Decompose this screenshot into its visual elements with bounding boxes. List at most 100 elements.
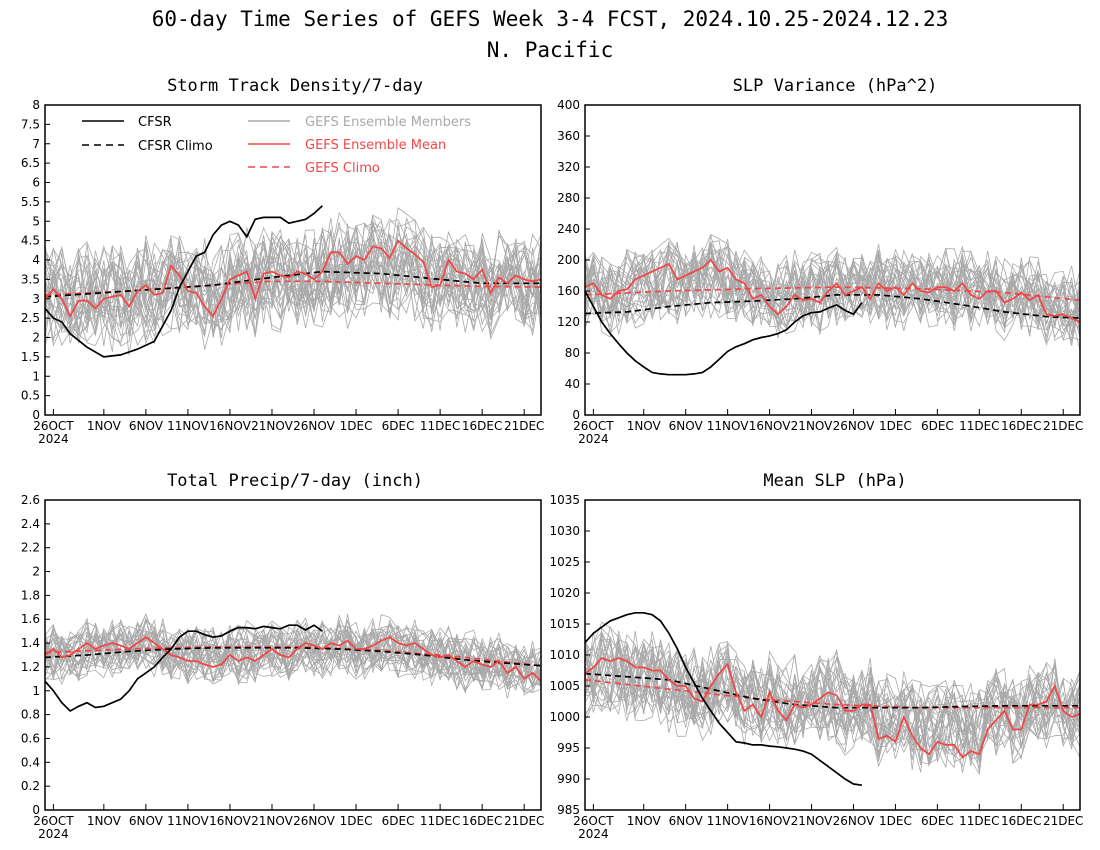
x-tick-label: 11NOV xyxy=(707,814,749,828)
ensemble-member-line xyxy=(584,251,1081,333)
y-tick-label: 5.5 xyxy=(21,195,40,209)
y-tick-label: 3.5 xyxy=(21,272,40,286)
x-axis: 26OCT 1NOV 6NOV 11NOV 16NOV 21NOV 26NOV 1DEC 6DE… xyxy=(573,409,1083,446)
plot-frame xyxy=(584,104,1081,416)
y-tick-label: 1015 xyxy=(549,617,580,631)
series-lines xyxy=(44,205,542,358)
y-tick-label: 0 xyxy=(32,803,40,817)
x-tick-label: 16NOV xyxy=(209,814,251,828)
x-tick-label: 21NOV xyxy=(251,814,293,828)
series-line-cfsr-climo xyxy=(584,294,1081,319)
x-tick-label: 11DEC xyxy=(420,419,460,433)
x-tick-label: 11DEC xyxy=(959,814,999,828)
y-tick-label: 1030 xyxy=(549,524,580,538)
y-tick-label: 360 xyxy=(557,129,580,143)
ensemble-member-line xyxy=(584,241,1081,331)
y-tick-label: 985 xyxy=(557,803,580,817)
x-axis-year-label: 2024 xyxy=(578,432,609,446)
x-tick-label: 26NOV xyxy=(833,814,875,828)
ensemble-member-line xyxy=(44,222,542,336)
y-tick-label: 7.5 xyxy=(21,117,40,131)
x-tick-label: 16DEC xyxy=(462,814,502,828)
ensemble-member-line xyxy=(44,623,542,683)
ensemble-member-line xyxy=(44,226,542,337)
series-lines xyxy=(44,624,542,713)
x-tick-label: 21NOV xyxy=(251,419,293,433)
series-line-cfsr xyxy=(44,624,323,713)
y-tick-label: 1035 xyxy=(549,493,580,507)
ensemble-member-lines xyxy=(584,621,1081,776)
x-tick-label: 26OCT xyxy=(33,814,74,828)
ensemble-member-line xyxy=(44,216,542,333)
series-line-gefs-ensemble-mean xyxy=(44,635,542,682)
x-tick-label: 1NOV xyxy=(87,814,122,828)
series-line-gefs-climo xyxy=(584,678,1080,709)
y-tick-label: 1005 xyxy=(549,679,580,693)
ensemble-member-line xyxy=(44,236,542,337)
x-tick-label: 6NOV xyxy=(129,814,164,828)
x-tick-label: 26OCT xyxy=(33,419,74,433)
ensemble-member-line xyxy=(44,631,542,691)
y-tick-label: 2.5 xyxy=(21,311,40,325)
y-tick-label: 400 xyxy=(557,98,580,112)
y-tick-label: 5 xyxy=(32,214,40,228)
y-tick-label: 1025 xyxy=(549,555,580,569)
y-tick-label: 40 xyxy=(565,377,580,391)
y-tick-label: 200 xyxy=(557,253,580,267)
ensemble-member-line xyxy=(584,630,1081,745)
y-tick-label: 990 xyxy=(557,772,580,786)
panel-title: Mean SLP (hPa) xyxy=(763,471,906,491)
y-tick-label: 0 xyxy=(572,408,580,422)
y-tick-label: 0.5 xyxy=(21,389,40,403)
figure-title: 60-day Time Series of GEFS Week 3-4 FCST… xyxy=(152,7,949,31)
y-tick-label: 280 xyxy=(557,191,580,205)
y-tick-label: 120 xyxy=(557,315,580,329)
x-axis-year-label: 2024 xyxy=(38,432,69,446)
x-tick-label: 11NOV xyxy=(167,814,209,828)
x-tick-label: 6NOV xyxy=(669,419,704,433)
panel-slp-variance: SLP Variance (hPa^2) 0 40 80 120 160 200 240 28… xyxy=(557,76,1083,446)
x-tick-label: 1DEC xyxy=(879,419,912,433)
ensemble-member-line xyxy=(44,237,542,341)
ensemble-member-line xyxy=(584,242,1081,337)
plot-frame xyxy=(44,104,542,416)
x-tick-label: 21DEC xyxy=(1043,814,1083,828)
x-tick-label: 16NOV xyxy=(749,814,791,828)
y-tick-label: 2 xyxy=(32,331,40,345)
x-axis: 26OCT 1NOV 6NOV 11NOV 16NOV 21NOV 26NOV 1DEC 6DE… xyxy=(33,804,544,841)
ensemble-member-line xyxy=(584,626,1081,755)
series-line-gefs-climo xyxy=(584,286,1081,302)
x-tick-label: 1NOV xyxy=(87,419,122,433)
figure-subtitle: N. Pacific xyxy=(487,38,613,62)
ensemble-member-line xyxy=(44,222,542,336)
panel-title: Storm Track Density/7-day xyxy=(167,76,423,96)
y-tick-label: 0.8 xyxy=(21,708,40,722)
y-tick-label: 1.8 xyxy=(21,588,40,602)
x-tick-label: 26OCT xyxy=(573,814,614,828)
x-tick-label: 1DEC xyxy=(340,419,373,433)
x-tick-label: 16DEC xyxy=(462,419,502,433)
ensemble-member-line xyxy=(584,647,1081,769)
x-tick-label: 11NOV xyxy=(707,419,749,433)
y-tick-label: 0.2 xyxy=(21,779,40,793)
legend-label-cfsr: CFSR xyxy=(138,115,172,130)
y-tick-label: 1020 xyxy=(549,586,580,600)
ensemble-member-line xyxy=(584,260,1081,346)
x-tick-label: 6DEC xyxy=(921,814,954,828)
series-line-cfsr xyxy=(44,205,323,358)
x-tick-label: 1NOV xyxy=(627,814,662,828)
legend-label-cfsr-climo: CFSR Climo xyxy=(138,139,213,154)
ensemble-member-line xyxy=(44,214,542,325)
y-tick-label: 4.5 xyxy=(21,234,40,248)
y-tick-label: 3 xyxy=(32,292,40,306)
series-line-cfsr-climo xyxy=(44,646,542,667)
legend-label-ens-mean: GEFS Ensemble Mean xyxy=(305,138,446,153)
y-tick-label: 2.6 xyxy=(21,493,40,507)
x-tick-label: 16DEC xyxy=(1001,419,1041,433)
ensemble-member-line xyxy=(584,247,1081,328)
ensemble-member-line xyxy=(44,222,542,327)
x-axis-year-label: 2024 xyxy=(38,827,69,841)
legend-label-members: GEFS Ensemble Members xyxy=(305,115,471,130)
y-tick-label: 8 xyxy=(32,98,40,112)
y-axis: 0 40 80 120 160 200 240 280 320 360 400 xyxy=(557,98,590,422)
